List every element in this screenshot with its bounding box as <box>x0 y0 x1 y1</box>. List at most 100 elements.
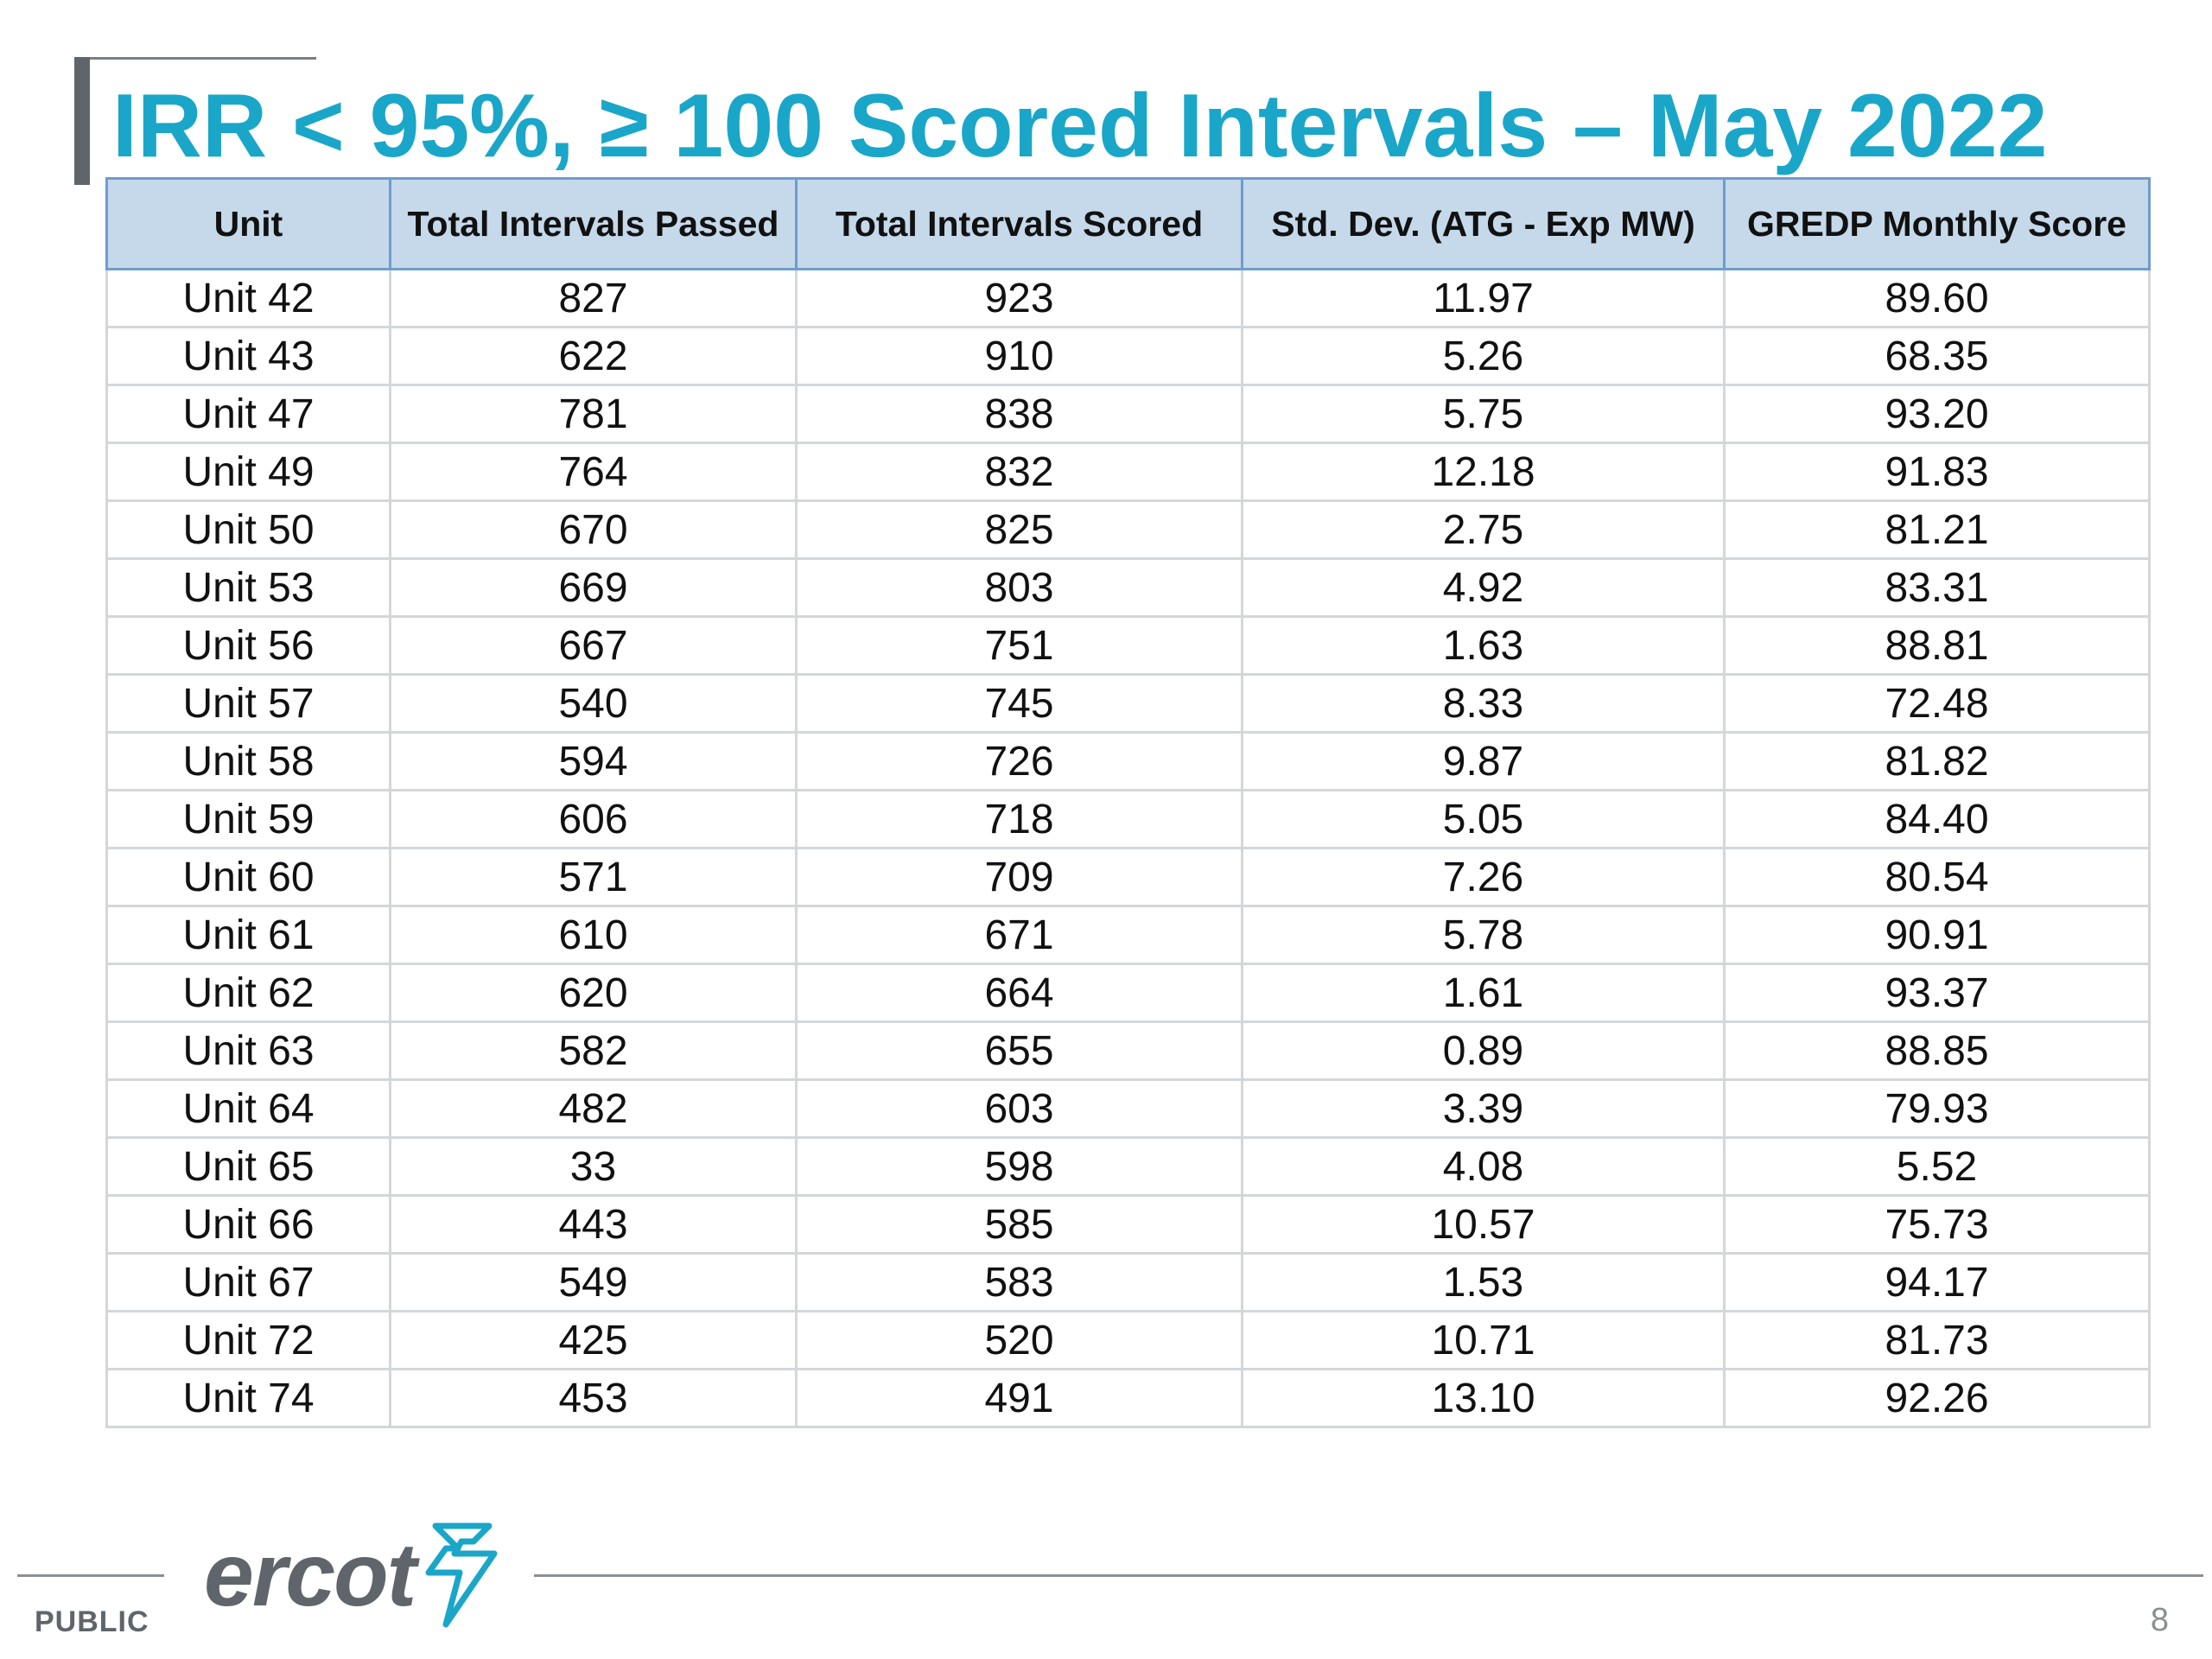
cell-std-dev: 5.05 <box>1241 789 1726 849</box>
cell-total-intervals-scored: 838 <box>795 384 1243 444</box>
cell-gredp-monthly-score: 89.60 <box>1723 268 2151 328</box>
cell-total-intervals-passed: 764 <box>389 442 798 502</box>
cell-unit: Unit 56 <box>105 615 391 676</box>
ercot-logo: ercot <box>204 1519 506 1631</box>
page-number: 8 <box>2150 1602 2169 1638</box>
cell-total-intervals-passed: 669 <box>389 557 798 618</box>
column-header-total-intervals-scored: Total Intervals Scored <box>795 177 1243 270</box>
table-row: Unit 74 453 491 13.10 92.26 <box>105 1368 2151 1428</box>
cell-total-intervals-scored: 603 <box>795 1078 1243 1139</box>
column-header-gredp-monthly-score: GREDP Monthly Score <box>1723 177 2151 270</box>
cell-std-dev: 2.75 <box>1241 499 1726 560</box>
cell-gredp-monthly-score: 68.35 <box>1723 326 2151 386</box>
cell-total-intervals-scored: 726 <box>795 731 1243 791</box>
cell-unit: Unit 63 <box>105 1020 391 1081</box>
slide-title: IRR < 95%, ≥ 100 Scored Intervals – May … <box>112 76 2048 176</box>
cell-unit: Unit 49 <box>105 442 391 502</box>
cell-total-intervals-scored: 718 <box>795 789 1243 849</box>
logo-wordmark: ercot <box>204 1525 416 1625</box>
cell-total-intervals-scored: 910 <box>795 326 1243 386</box>
cell-gredp-monthly-score: 94.17 <box>1723 1252 2151 1313</box>
cell-total-intervals-passed: 443 <box>389 1194 798 1255</box>
cell-total-intervals-passed: 622 <box>389 326 798 386</box>
cell-unit: Unit 67 <box>105 1252 391 1313</box>
cell-total-intervals-passed: 582 <box>389 1020 798 1081</box>
cell-std-dev: 1.53 <box>1241 1252 1726 1313</box>
cell-gredp-monthly-score: 84.40 <box>1723 789 2151 849</box>
cell-std-dev: 13.10 <box>1241 1368 1726 1428</box>
cell-total-intervals-scored: 825 <box>795 499 1243 560</box>
table-row: Unit 62 620 664 1.61 93.37 <box>105 963 2151 1023</box>
cell-unit: Unit 58 <box>105 731 391 791</box>
title-accent-bar <box>74 57 90 185</box>
cell-total-intervals-scored: 664 <box>795 963 1243 1023</box>
cell-total-intervals-scored: 585 <box>795 1194 1243 1255</box>
title-top-line <box>74 57 316 60</box>
cell-gredp-monthly-score: 83.31 <box>1723 557 2151 618</box>
cell-std-dev: 5.78 <box>1241 905 1726 965</box>
cell-total-intervals-passed: 670 <box>389 499 798 560</box>
cell-std-dev: 7.26 <box>1241 847 1726 907</box>
cell-total-intervals-scored: 923 <box>795 268 1243 328</box>
cell-gredp-monthly-score: 75.73 <box>1723 1194 2151 1255</box>
cell-total-intervals-passed: 453 <box>389 1368 798 1428</box>
table-row: Unit 65 33 598 4.08 5.52 <box>105 1136 2151 1197</box>
cell-total-intervals-scored: 709 <box>795 847 1243 907</box>
cell-unit: Unit 57 <box>105 673 391 734</box>
cell-total-intervals-scored: 598 <box>795 1136 1243 1197</box>
cell-total-intervals-scored: 491 <box>795 1368 1243 1428</box>
cell-unit: Unit 66 <box>105 1194 391 1255</box>
cell-total-intervals-scored: 751 <box>795 615 1243 676</box>
cell-gredp-monthly-score: 80.54 <box>1723 847 2151 907</box>
cell-total-intervals-passed: 606 <box>389 789 798 849</box>
cell-unit: Unit 42 <box>105 268 391 328</box>
cell-gredp-monthly-score: 72.48 <box>1723 673 2151 734</box>
cell-total-intervals-passed: 482 <box>389 1078 798 1139</box>
cell-std-dev: 12.18 <box>1241 442 1726 502</box>
cell-unit: Unit 62 <box>105 963 391 1023</box>
cell-gredp-monthly-score: 93.37 <box>1723 963 2151 1023</box>
table-row: Unit 63 582 655 0.89 88.85 <box>105 1020 2151 1081</box>
cell-total-intervals-passed: 549 <box>389 1252 798 1313</box>
cell-unit: Unit 50 <box>105 499 391 560</box>
cell-total-intervals-scored: 671 <box>795 905 1243 965</box>
table-row: Unit 72 425 520 10.71 81.73 <box>105 1310 2151 1370</box>
cell-total-intervals-scored: 655 <box>795 1020 1243 1081</box>
cell-total-intervals-scored: 803 <box>795 557 1243 618</box>
cell-total-intervals-passed: 425 <box>389 1310 798 1370</box>
cell-std-dev: 0.89 <box>1241 1020 1726 1081</box>
table-body: Unit 42 827 923 11.97 89.60 Unit 43 622 910 5.26… <box>105 268 2151 1428</box>
cell-total-intervals-passed: 33 <box>389 1136 798 1197</box>
cell-unit: Unit 61 <box>105 905 391 965</box>
table-row: Unit 43 622 910 5.26 68.35 <box>105 326 2151 386</box>
cell-std-dev: 4.92 <box>1241 557 1726 618</box>
table-row: Unit 57 540 745 8.33 72.48 <box>105 673 2151 734</box>
cell-gredp-monthly-score: 81.21 <box>1723 499 2151 560</box>
cell-total-intervals-passed: 781 <box>389 384 798 444</box>
cell-gredp-monthly-score: 93.20 <box>1723 384 2151 444</box>
table-row: Unit 47 781 838 5.75 93.20 <box>105 384 2151 444</box>
table-row: Unit 59 606 718 5.05 84.40 <box>105 789 2151 849</box>
cell-total-intervals-passed: 667 <box>389 615 798 676</box>
cell-gredp-monthly-score: 81.73 <box>1723 1310 2151 1370</box>
cell-std-dev: 5.26 <box>1241 326 1726 386</box>
cell-std-dev: 9.87 <box>1241 731 1726 791</box>
cell-std-dev: 10.57 <box>1241 1194 1726 1255</box>
footer-divider-left <box>17 1574 164 1577</box>
cell-unit: Unit 65 <box>105 1136 391 1197</box>
cell-unit: Unit 53 <box>105 557 391 618</box>
cell-std-dev: 1.63 <box>1241 615 1726 676</box>
cell-std-dev: 3.39 <box>1241 1078 1726 1139</box>
table-row: Unit 58 594 726 9.87 81.82 <box>105 731 2151 791</box>
cell-std-dev: 10.71 <box>1241 1310 1726 1370</box>
cell-unit: Unit 60 <box>105 847 391 907</box>
cell-unit: Unit 64 <box>105 1078 391 1139</box>
table-row: Unit 67 549 583 1.53 94.17 <box>105 1252 2151 1313</box>
lightning-bolt-icon <box>425 1522 498 1628</box>
table-row: Unit 56 667 751 1.63 88.81 <box>105 615 2151 676</box>
cell-gredp-monthly-score: 88.81 <box>1723 615 2151 676</box>
cell-gredp-monthly-score: 88.85 <box>1723 1020 2151 1081</box>
classification-label: PUBLIC <box>35 1605 149 1638</box>
table-header-row: Unit Total Intervals Passed Total Interv… <box>105 177 2151 270</box>
cell-total-intervals-passed: 571 <box>389 847 798 907</box>
